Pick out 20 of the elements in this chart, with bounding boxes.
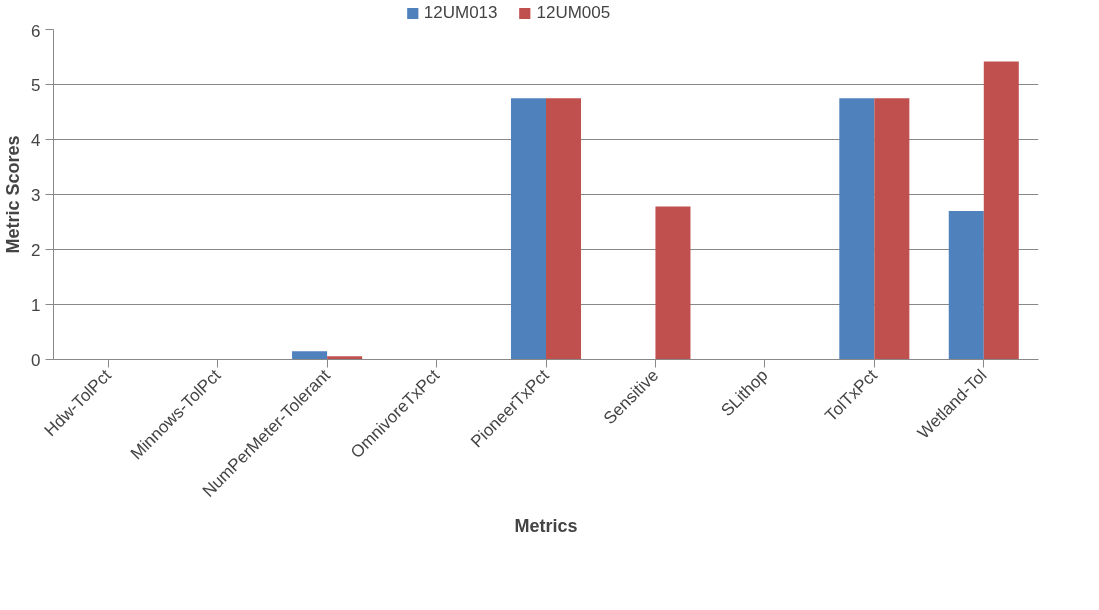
bar	[546, 98, 582, 360]
y-tick-label: 6	[31, 21, 41, 41]
bar	[874, 98, 910, 360]
bar	[983, 61, 1019, 360]
y-tick-label: 2	[31, 240, 41, 260]
bar	[948, 211, 984, 360]
legend-label: 12UM013	[423, 3, 498, 23]
bar	[327, 356, 363, 360]
y-tick-label: 1	[31, 295, 41, 315]
y-tick-label: 3	[31, 185, 41, 205]
x-axis-title: Metrics	[514, 515, 578, 536]
bar	[292, 351, 328, 360]
bar	[839, 98, 875, 360]
y-tick-label: 4	[31, 130, 41, 150]
y-tick-label: 5	[31, 75, 41, 95]
y-axis-title: Metric Scores	[3, 135, 24, 254]
bar	[655, 206, 691, 360]
bar	[510, 98, 546, 360]
legend-label: 12UM005	[536, 3, 611, 23]
y-tick-label: 0	[31, 350, 41, 370]
